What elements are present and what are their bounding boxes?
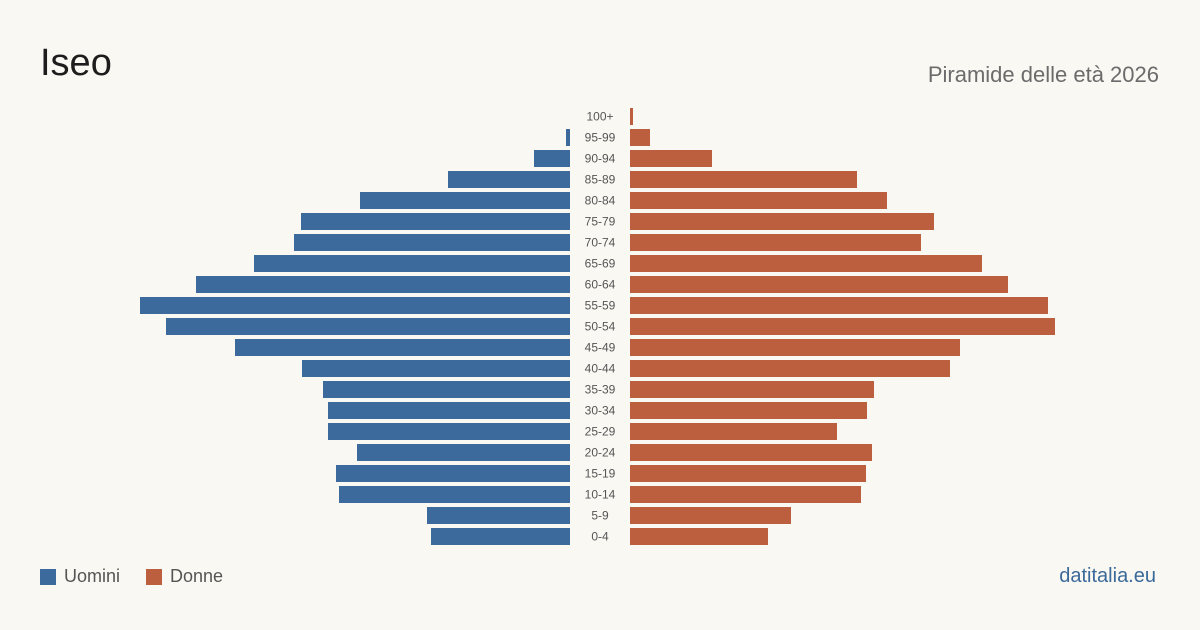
age-label-35-39: 35-39 bbox=[585, 383, 616, 397]
bar-men-40-44 bbox=[302, 360, 570, 377]
bar-women-45-49 bbox=[630, 339, 960, 356]
age-label-15-19: 15-19 bbox=[585, 467, 616, 481]
age-label-50-54: 50-54 bbox=[585, 320, 616, 334]
site-link[interactable]: datitalia.eu bbox=[1059, 565, 1156, 587]
bar-women-30-34 bbox=[630, 402, 867, 419]
age-label-5-9: 5-9 bbox=[591, 509, 609, 523]
bar-women-10-14 bbox=[630, 486, 861, 503]
bar-men-90-94 bbox=[534, 150, 570, 167]
bar-men-20-24 bbox=[357, 444, 570, 461]
bar-men-80-84 bbox=[360, 192, 570, 209]
bar-men-30-34 bbox=[328, 402, 570, 419]
age-label-85-89: 85-89 bbox=[585, 173, 616, 187]
chart-legend: Uomini Donne bbox=[40, 566, 223, 587]
bar-men-45-49 bbox=[235, 339, 570, 356]
chart-subtitle: Piramide delle età 2026 bbox=[927, 62, 1159, 87]
age-label-60-64: 60-64 bbox=[585, 278, 616, 292]
bar-women-25-29 bbox=[630, 423, 837, 440]
bar-women-100+ bbox=[630, 108, 633, 125]
bar-women-65-69 bbox=[630, 255, 982, 272]
age-label-25-29: 25-29 bbox=[585, 425, 616, 439]
bar-men-35-39 bbox=[323, 381, 570, 398]
page-title: Iseo bbox=[40, 42, 112, 84]
bar-men-0-4 bbox=[431, 528, 570, 545]
age-label-75-79: 75-79 bbox=[585, 215, 616, 229]
bar-men-55-59 bbox=[140, 297, 570, 314]
legend-label-women: Donne bbox=[170, 566, 224, 586]
bar-men-65-69 bbox=[254, 255, 570, 272]
age-label-80-84: 80-84 bbox=[585, 194, 616, 208]
bar-women-70-74 bbox=[630, 234, 921, 251]
bar-women-40-44 bbox=[630, 360, 950, 377]
age-label-55-59: 55-59 bbox=[585, 299, 616, 313]
bar-women-80-84 bbox=[630, 192, 887, 209]
legend-item-women: Donne bbox=[146, 566, 223, 587]
age-label-20-24: 20-24 bbox=[585, 446, 616, 460]
bar-women-15-19 bbox=[630, 465, 866, 482]
bar-men-10-14 bbox=[339, 486, 570, 503]
age-label-90-94: 90-94 bbox=[585, 152, 616, 166]
age-label-45-49: 45-49 bbox=[585, 341, 616, 355]
bar-women-85-89 bbox=[630, 171, 857, 188]
age-label-70-74: 70-74 bbox=[585, 236, 616, 250]
bar-men-85-89 bbox=[448, 171, 570, 188]
age-label-100+: 100+ bbox=[586, 110, 613, 124]
legend-swatch-men bbox=[40, 568, 56, 585]
age-label-0-4: 0-4 bbox=[591, 530, 609, 544]
legend-swatch-women bbox=[146, 568, 163, 585]
bar-men-15-19 bbox=[336, 465, 570, 482]
age-label-95-99: 95-99 bbox=[585, 131, 616, 145]
bar-women-5-9 bbox=[630, 507, 791, 524]
bar-men-50-54 bbox=[166, 318, 570, 335]
bar-women-20-24 bbox=[630, 444, 872, 461]
bar-men-60-64 bbox=[196, 276, 570, 293]
bar-women-60-64 bbox=[630, 276, 1008, 293]
bar-men-70-74 bbox=[294, 234, 570, 251]
age-label-10-14: 10-14 bbox=[585, 488, 616, 502]
age-label-30-34: 30-34 bbox=[585, 404, 616, 418]
bar-men-5-9 bbox=[427, 507, 570, 524]
bar-women-35-39 bbox=[630, 381, 874, 398]
legend-item-men: Uomini bbox=[40, 566, 120, 587]
bar-women-55-59 bbox=[630, 297, 1048, 314]
age-label-65-69: 65-69 bbox=[585, 257, 616, 271]
bar-men-25-29 bbox=[328, 423, 570, 440]
bar-men-75-79 bbox=[301, 213, 570, 230]
bar-men-95-99 bbox=[566, 129, 570, 146]
bar-women-95-99 bbox=[630, 129, 650, 146]
legend-label-men: Uomini bbox=[64, 566, 121, 586]
bar-women-50-54 bbox=[630, 318, 1055, 335]
bar-women-0-4 bbox=[630, 528, 768, 545]
bar-women-90-94 bbox=[630, 150, 712, 167]
bar-women-75-79 bbox=[630, 213, 934, 230]
age-label-40-44: 40-44 bbox=[585, 362, 616, 376]
